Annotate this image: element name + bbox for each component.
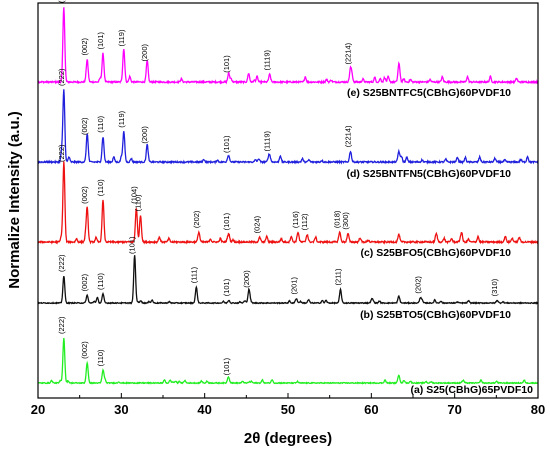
y-axis-title: Normalize Intensity (a.u.) (6, 111, 23, 289)
x-axis-title: 2θ (degrees) (244, 430, 332, 447)
peak-label: (101) (222, 278, 231, 296)
peak-label: (202) (192, 210, 201, 228)
peak-label: (200) (140, 43, 149, 61)
series-traces (37, 7, 539, 385)
peak-label: (002) (80, 37, 89, 55)
x-tick-label: 30 (114, 402, 128, 417)
x-tick-label: 60 (364, 402, 378, 417)
peak-label: (222) (57, 254, 66, 272)
x-axis-ticks: 20 30 40 50 60 70 80 (31, 393, 545, 417)
series-label: (c) S25BFO5(CBhG)60PVDF10 (360, 247, 511, 259)
peak-label: (101) (222, 135, 231, 153)
series-labels: (e) S25BNTFC5(CBhG)60PVDF10 (d) S25BNTFN5… (346, 87, 533, 396)
peak-label: (222) (57, 316, 66, 334)
peak-label: (101) (222, 357, 231, 375)
series-trace-d (37, 89, 539, 165)
peak-label: (018) (333, 210, 342, 228)
x-tick-label: 40 (197, 402, 211, 417)
peak-label: (300) (341, 212, 350, 230)
peak-label: (101) (222, 55, 231, 73)
peak-label: (200) (242, 270, 251, 288)
series-label: (a) S25(CBhG)65PVDF10 (410, 384, 533, 396)
peak-label: (110) (134, 194, 143, 211)
plot-frame (37, 2, 539, 399)
peak-label: (110) (96, 273, 105, 290)
peak-label: (119) (117, 110, 126, 127)
peak-labels: (222) (002) (101) (119) (200) (101) (1119) (221… (57, 0, 499, 375)
series-trace-a (37, 338, 539, 385)
peak-label: (211) (334, 268, 343, 285)
peak-label: (222) (57, 0, 66, 3)
x-tick-label: 50 (281, 402, 295, 417)
series-trace-b (37, 255, 539, 305)
peak-label: (110) (96, 349, 105, 366)
peak-label: (222) (57, 68, 66, 86)
peak-label: (119) (117, 29, 126, 46)
series-label: (e) S25BNTFC5(CBhG)60PVDF10 (347, 87, 511, 99)
peak-label: (1119) (263, 130, 272, 151)
peak-label: (111) (189, 266, 198, 283)
peak-label: (1119) (263, 49, 272, 70)
peak-label: (110) (96, 179, 105, 196)
peak-label: (002) (80, 341, 89, 359)
peak-label: (201) (289, 276, 298, 294)
x-tick-label: 20 (31, 402, 45, 417)
peak-label: (101) (96, 31, 105, 49)
peak-label: (112) (300, 213, 309, 230)
x-tick-label: 80 (531, 402, 545, 417)
series-trace-c (37, 161, 539, 245)
peak-label: (116) (291, 211, 300, 228)
peak-label: (104) (129, 186, 138, 204)
peak-label: (101) (222, 212, 231, 230)
peak-label: (110) (96, 115, 105, 132)
series-label: (d) S25BNTFN5(CBhG)60PVDF10 (346, 168, 511, 180)
peak-label: (2214) (344, 125, 353, 147)
peak-label: (222) (57, 144, 66, 162)
peak-label: (101) (128, 236, 137, 254)
peak-label: (2214) (344, 42, 353, 64)
peak-label: (002) (80, 186, 89, 204)
x-tick-label: 70 (447, 402, 461, 417)
peak-label: (200) (140, 126, 149, 144)
peak-label: (202) (414, 276, 423, 294)
peak-label: (002) (80, 117, 89, 135)
series-trace-e (37, 7, 539, 86)
peak-label: (002) (80, 273, 89, 291)
peak-label: (024) (253, 215, 262, 233)
series-label: (b) S25BTO5(CBhG)60PVDF10 (360, 309, 511, 321)
peak-label: (310) (490, 278, 499, 296)
